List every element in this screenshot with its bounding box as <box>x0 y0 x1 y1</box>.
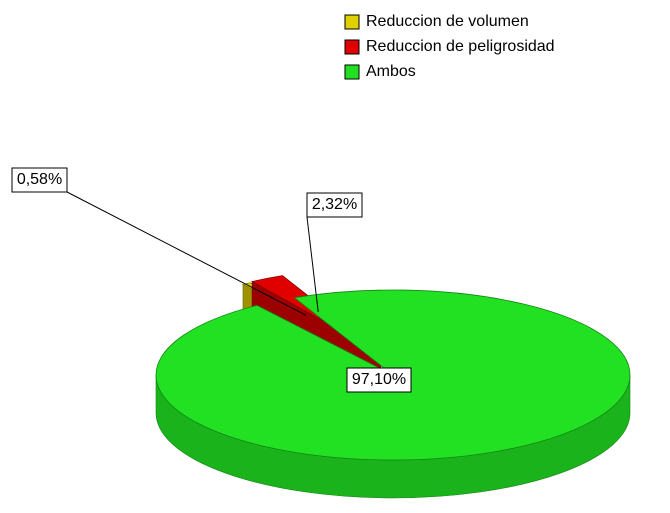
legend-label: Reduccion de volumen <box>366 13 529 30</box>
legend-swatch <box>344 39 360 55</box>
data-label: 0,58% <box>17 171 62 188</box>
label-box <box>346 367 412 393</box>
legend-label: Ambos <box>366 63 416 80</box>
leader-line <box>66 191 307 316</box>
data-label: 97,10% <box>352 371 406 388</box>
legend-label: Reduccion de peligrosidad <box>366 38 555 55</box>
label-box <box>306 192 363 218</box>
legend-swatch <box>344 14 360 30</box>
label-box <box>11 167 68 193</box>
leader-line <box>306 216 319 312</box>
legend-swatch <box>344 64 360 80</box>
data-label: 2,32% <box>312 196 357 213</box>
pie-slice <box>155 289 631 499</box>
